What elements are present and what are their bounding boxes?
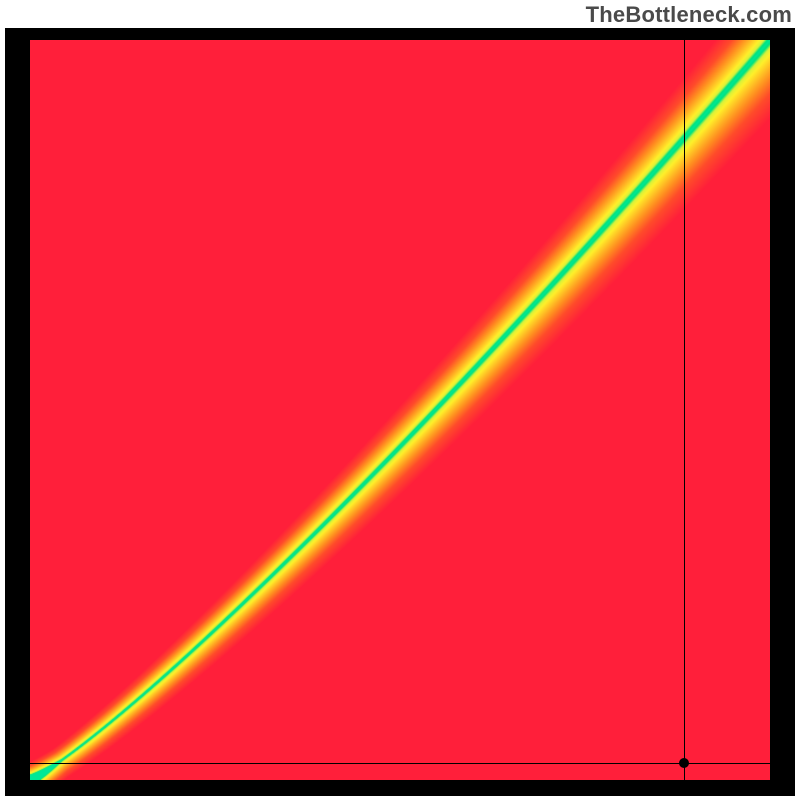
watermark-text: TheBottleneck.com — [586, 2, 792, 28]
crosshair-horizontal — [30, 763, 770, 764]
bottleneck-heatmap — [30, 40, 770, 780]
plot-frame — [5, 28, 795, 796]
marker-dot — [679, 758, 689, 768]
crosshair-vertical — [684, 40, 685, 780]
